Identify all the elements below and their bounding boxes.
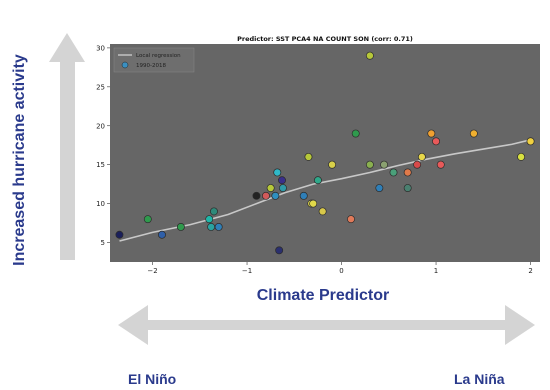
data-point xyxy=(210,207,218,216)
data-point xyxy=(309,199,318,208)
data-point xyxy=(266,184,275,192)
data-point xyxy=(318,207,327,216)
el-nino-label: El Niño xyxy=(128,371,176,387)
x-tick-label: 0 xyxy=(339,267,343,275)
legend-label-regression: Local regression xyxy=(136,53,181,59)
la-nina-label: La Niña xyxy=(454,371,505,387)
legend-box xyxy=(113,47,195,73)
data-point xyxy=(205,215,214,224)
data-point xyxy=(313,176,322,185)
data-point xyxy=(158,230,166,239)
data-point xyxy=(432,137,440,146)
y-tick-label: 20 xyxy=(96,122,105,130)
data-point xyxy=(436,160,445,169)
data-point xyxy=(176,223,185,231)
y-outer-label: Increased hurricane activity xyxy=(11,54,28,266)
x-tick-label: −1 xyxy=(242,267,252,275)
data-point xyxy=(261,191,270,200)
data-point xyxy=(275,246,284,255)
data-point xyxy=(526,137,535,146)
y-tick-label: 5 xyxy=(101,239,105,247)
data-point xyxy=(271,191,280,200)
x-outer-label: Climate Predictor xyxy=(257,287,389,304)
data-point xyxy=(278,176,286,185)
data-point xyxy=(403,184,412,192)
data-point xyxy=(115,230,124,239)
y-tick-label: 25 xyxy=(96,83,105,91)
y-tick-label: 30 xyxy=(96,44,105,52)
regression-line xyxy=(119,139,531,242)
data-point xyxy=(427,129,436,138)
y-tick-label: 10 xyxy=(96,200,105,208)
data-point xyxy=(380,160,389,169)
data-point xyxy=(252,191,261,200)
legend-marker-swatch xyxy=(121,61,129,69)
legend: Local regression 1990-2018 xyxy=(113,47,195,73)
x-tick-label: 1 xyxy=(434,267,438,275)
data-point xyxy=(328,160,337,169)
vertical-arrow xyxy=(49,33,85,260)
data-point xyxy=(389,168,398,177)
chart-title: Predictor: SST PCA4 NA COUNT SON (corr: … xyxy=(237,35,413,43)
data-point xyxy=(304,152,313,161)
data-point xyxy=(207,223,216,231)
data-point xyxy=(413,160,422,169)
data-point xyxy=(299,191,308,200)
data-point xyxy=(517,152,526,161)
x-tick-label: 2 xyxy=(528,267,532,275)
data-point xyxy=(417,152,426,161)
data-point xyxy=(214,223,223,231)
x-tick-label: −2 xyxy=(147,267,157,275)
data-point xyxy=(365,160,374,169)
data-point xyxy=(351,129,360,138)
legend-label-years: 1990-2018 xyxy=(136,63,166,69)
data-point xyxy=(143,215,152,224)
horizontal-arrow xyxy=(118,305,535,345)
data-point xyxy=(403,168,412,177)
data-point xyxy=(278,184,287,192)
data-point xyxy=(347,215,355,224)
scatter-chart: Predictor: SST PCA4 NA COUNT SON (corr: … xyxy=(96,35,540,275)
data-point xyxy=(365,51,374,60)
data-point xyxy=(273,168,282,177)
data-point xyxy=(375,184,384,192)
data-points xyxy=(115,51,535,255)
y-tick-label: 15 xyxy=(96,161,105,169)
plot-area xyxy=(110,44,540,262)
data-point xyxy=(469,129,478,138)
